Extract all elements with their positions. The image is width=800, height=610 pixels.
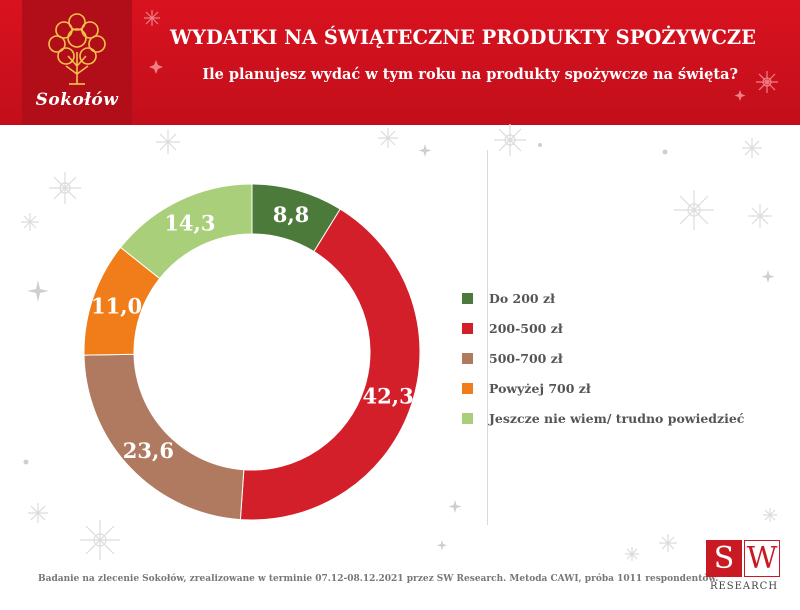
logo-text: Sokołów (35, 90, 119, 110)
legend-swatch (462, 352, 473, 364)
chart-legend: Do 200 zł 200-500 zł 500-700 zł Powyżej … (462, 283, 744, 433)
header-snowflakes (144, 10, 778, 101)
legend-item: Jeszcze nie wiem/ trudno powiedzieć (462, 403, 744, 433)
tree-icon (48, 13, 106, 85)
legend-label: Powyżej 700 zł (489, 380, 591, 396)
legend-item: Do 200 zł (462, 283, 744, 313)
sw-logo-text: RESEARCH (709, 581, 779, 592)
page-title: WYDATKI NA ŚWIĄTECZNE PRODUKTY SPOŻYWCZE (170, 26, 757, 49)
sw-logo-w: W (744, 540, 780, 577)
slice-value-label: 23,6 (123, 438, 174, 463)
legend-label: Do 200 zł (489, 290, 555, 306)
legend-label: 500-700 zł (489, 350, 563, 366)
chart-divider (487, 150, 488, 525)
slice-value-label: 14,3 (164, 211, 215, 236)
slice-value-label: 8,8 (273, 202, 310, 227)
header-banner: Sokołów WYDATKI NA ŚWIĄTECZNE PRODUKTY S… (0, 0, 800, 125)
legend-label: Jeszcze nie wiem/ trudno powiedzieć (489, 410, 745, 426)
donut-slice (83, 353, 245, 521)
legend-swatch (462, 322, 473, 334)
legend-swatch (462, 382, 473, 394)
sokolow-logo: Sokołów (22, 0, 132, 125)
sw-research-logo: S W RESEARCH (706, 540, 782, 595)
donut-slice (119, 183, 253, 280)
slice-value-label: 42,3 (363, 383, 414, 408)
sw-logo-s: S (706, 540, 742, 577)
legend-swatch (462, 292, 473, 304)
legend-swatch (462, 412, 473, 424)
footer-note: Badanie na zlecenie Sokołów, zrealizowan… (38, 574, 719, 584)
legend-item: 200-500 zł (462, 313, 744, 343)
slice-value-label: 11,0 (91, 294, 142, 319)
page-subtitle: Ile planujesz wydać w tym roku na produk… (202, 66, 738, 83)
donut-slice (239, 208, 421, 521)
legend-label: 200-500 zł (489, 320, 563, 336)
legend-item: Powyżej 700 zł (462, 373, 744, 403)
legend-item: 500-700 zł (462, 343, 744, 373)
